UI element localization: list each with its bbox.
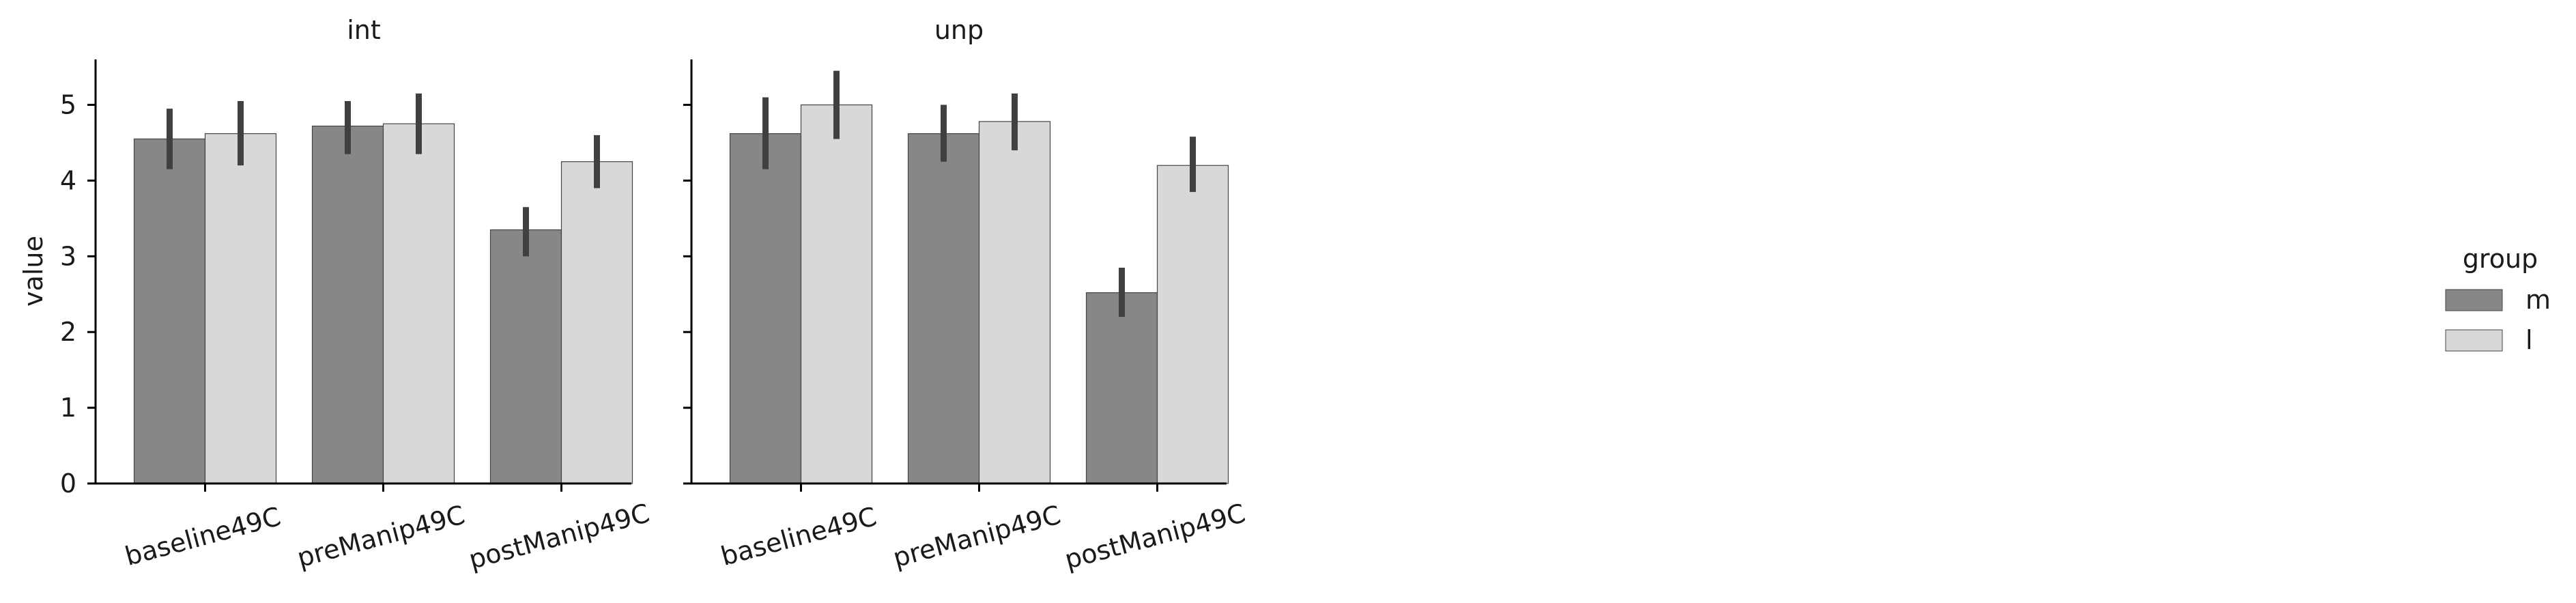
y-tick-label: 0 [60,468,76,499]
bar-unp-postManip49C-m [1085,292,1158,484]
x-tick-label: postManip49C [466,498,653,575]
facet-title-unp: unp [934,15,984,45]
legend: group m l [2445,244,2551,355]
x-tick-label: preManip49C [294,500,468,574]
x-tick-label: baseline49C [717,501,879,572]
bar-unp-baseline49C-l [800,104,873,484]
y-tick-label: 3 [60,241,76,271]
x-tick-label: baseline49C [121,501,283,572]
bar-unp-preManip49C-m [907,133,980,484]
y-tick-label: 1 [60,393,76,423]
bar-int-postManip49C-l [560,161,633,484]
x-tick-label: postManip49C [1061,498,1248,575]
legend-entry-m: m [2525,285,2551,315]
legend-title: group [2463,244,2538,274]
bar-int-preManip49C-l [382,123,455,484]
x-tick-label: preManip49C [890,500,1064,574]
y-axis-label: value [18,236,48,307]
bar-int-baseline49C-m [133,138,206,484]
facet-title-int: int [347,15,381,45]
facet-panel-int: int 0 1 2 3 4 5 baseline49C preManip49CpostMan… [18,15,653,575]
y-tick-label: 5 [60,90,76,120]
legend-swatch-l [2445,329,2503,352]
bar-int-preManip49C-m [311,125,384,484]
bar-int-postManip49C-m [489,229,562,484]
legend-entry-l: l [2525,325,2533,355]
bar-unp-postManip49C-l [1156,165,1229,484]
bar-unp-preManip49C-l [978,121,1051,484]
legend-swatch-m [2445,289,2503,311]
y-tick-label: 2 [60,317,76,347]
bar-unp-baseline49C-m [729,133,802,484]
y-tick-label: 4 [60,165,76,195]
bar-int-baseline49C-l [204,133,277,484]
